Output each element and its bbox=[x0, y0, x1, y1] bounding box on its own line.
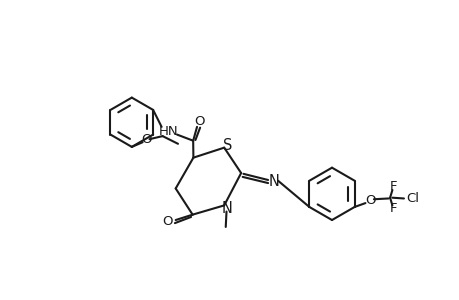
Text: N: N bbox=[221, 201, 232, 216]
Text: Cl: Cl bbox=[406, 192, 419, 205]
Text: S: S bbox=[223, 138, 232, 153]
Text: O: O bbox=[194, 115, 204, 128]
Text: N: N bbox=[268, 174, 279, 189]
Text: O: O bbox=[364, 194, 375, 206]
Text: HN: HN bbox=[158, 125, 178, 138]
Text: F: F bbox=[389, 180, 396, 194]
Text: O: O bbox=[141, 134, 151, 146]
Text: O: O bbox=[162, 215, 173, 228]
Text: F: F bbox=[389, 202, 396, 215]
